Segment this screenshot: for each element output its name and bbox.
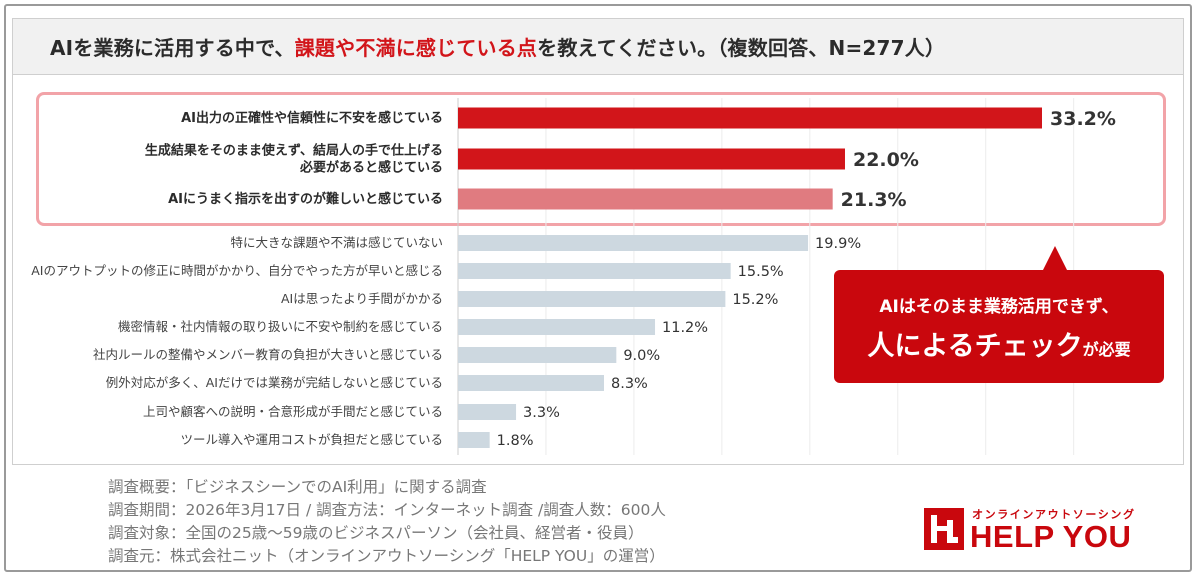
help-you-logo-mark-icon — [924, 508, 964, 550]
title-suffix: を教えてください。（複数回答、N=277人） — [537, 36, 946, 60]
category-label: AIのアウトプットの修正に時間がかかり、自分でやった方が早いと感じる — [31, 263, 443, 278]
bar — [458, 291, 726, 307]
note-period: 調査期間：2026年3月17日 / 調査方法：インターネット調査 /調査人数：6… — [108, 501, 666, 519]
bar — [458, 347, 617, 363]
bar — [458, 188, 833, 210]
category-label: AIにうまく指示を出すのが難しいと感じている — [168, 191, 443, 207]
category-label: 社内ルールの整備やメンバー教育の負担が大きいと感じている — [93, 347, 443, 362]
survey-notes: 調査概要：「ビジネスシーンでのAI利用」に関する調査 調査期間：2026年3月1… — [108, 476, 666, 568]
data-label: 11.2% — [662, 320, 708, 336]
bar — [458, 375, 604, 391]
bar — [458, 404, 517, 420]
bar — [458, 107, 1042, 129]
title-prefix: AIを業務に活用する中で、 — [50, 36, 295, 60]
callout-line1: AIはそのまま業務活用できず、 — [879, 297, 1119, 317]
chart-title: AIを業務に活用する中で、課題や不満に感じている点を教えてください。（複数回答、… — [50, 32, 945, 61]
title-bar — [13, 19, 1183, 75]
category-label: 特に大きな課題や不満は感じていない — [230, 235, 443, 250]
callout-suffix: が必要 — [1082, 340, 1131, 359]
note-target: 調査対象：全国の25歳〜59歳のビジネスパーソン（会社員、経営者・役員） — [108, 524, 644, 542]
data-label: 9.0% — [623, 348, 660, 364]
logo-tagline: オンラインアウトソーシング — [972, 508, 1136, 521]
category-label: 必要があると感じている — [299, 160, 443, 176]
data-label: 33.2% — [1050, 108, 1116, 130]
bar — [458, 432, 490, 448]
data-label: 3.3% — [523, 405, 560, 421]
help-you-logo: オンラインアウトソーシング HELP YOU — [924, 505, 1154, 555]
data-label: 1.8% — [497, 433, 534, 449]
data-label: 19.9% — [815, 236, 861, 252]
note-overview: 調査概要：「ビジネスシーンでのAI利用」に関する調査 — [108, 478, 487, 496]
data-label: 21.3% — [841, 189, 907, 211]
note-source: 調査元：株式会社ニット（オンラインアウトソーシング「HELP YOU」の運営） — [108, 547, 665, 565]
bar — [458, 319, 656, 335]
category-label: 生成結果をそのまま使えず、結局人の手で仕上げる — [145, 143, 443, 159]
category-label: 機密情報・社内情報の取り扱いに不安や制約を感じている — [118, 319, 443, 334]
bar — [458, 235, 809, 251]
category-label: ツール導入や運用コストが負担だと感じている — [180, 432, 443, 447]
data-label: 22.0% — [853, 149, 919, 171]
callout-pointer — [1042, 246, 1068, 272]
category-label: 例外対応が多く、AIだけでは業務が完結しないと感じている — [106, 375, 443, 390]
logo-name: HELP YOU — [970, 519, 1132, 554]
callout-line2: 人によるチェックが必要 — [834, 324, 1164, 363]
category-label: 上司や顧客への説明・合意形成が手間だと感じている — [143, 404, 443, 419]
data-label: 8.3% — [611, 376, 648, 392]
bar — [458, 148, 845, 170]
title-highlight: 課題や不満に感じている点 — [294, 36, 538, 60]
category-label: AI出力の正確性や信頼性に不安を感じている — [181, 110, 443, 126]
category-label: AIは思ったより手間がかかる — [281, 291, 443, 306]
data-label: 15.5% — [738, 264, 784, 280]
bar — [458, 263, 731, 279]
bar-chart: 33.2% AI出力の正確性や信頼性に不安を感じている 22.0% 生成結果をそのまま… — [31, 98, 1116, 455]
data-label: 15.2% — [732, 292, 778, 308]
callout-emphasis: 人によるチェック — [867, 331, 1083, 362]
callout-box: AIはそのまま業務活用できず、 人によるチェックが必要 — [834, 270, 1164, 383]
